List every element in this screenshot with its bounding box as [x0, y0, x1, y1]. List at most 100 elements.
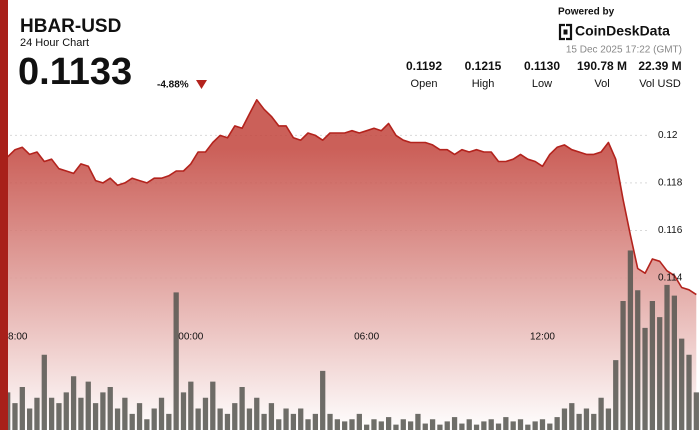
volume-bar [254, 397, 260, 430]
volume-bar [649, 301, 656, 430]
volume-bar [473, 424, 480, 430]
volume-bar [539, 419, 546, 430]
volume-bar [679, 338, 685, 430]
volume-bar [27, 408, 33, 430]
volume-bar [503, 417, 509, 430]
x-tick-label: 12:00 [530, 332, 555, 343]
volume-bar [451, 417, 458, 430]
change: -4.88% [157, 80, 189, 91]
stat-label: Vol USD [639, 78, 681, 90]
volume-bar [627, 250, 634, 430]
volume-bar [466, 419, 472, 430]
volume-bar [488, 419, 494, 430]
volume-bar [92, 403, 99, 430]
volume-bar [576, 413, 582, 430]
volume-bar [19, 387, 25, 430]
y-tick-label: 0.12 [658, 130, 678, 141]
volume-bar [356, 413, 362, 430]
volume-bar [114, 408, 121, 430]
volume-bar [78, 397, 84, 430]
volume-bar [276, 419, 282, 430]
stat-value: 0.1215 [465, 59, 502, 73]
powered-by: Powered by [558, 7, 615, 18]
volume-bar [129, 413, 135, 430]
volume-bar [598, 397, 604, 430]
volume-bar [459, 423, 465, 430]
volume-bar [85, 381, 91, 430]
volume-bar [290, 413, 297, 430]
y-tick-label: 0.114 [658, 273, 683, 284]
volume-bar [517, 419, 524, 430]
volume-bar [63, 392, 69, 430]
volume-bar [327, 413, 333, 430]
volume-bar [305, 419, 311, 430]
volume-bar [239, 387, 245, 430]
plot-area: 0.114 0.116 0.118 0.12 18:00 00:00 06:00 12:00 [2, 99, 699, 430]
volume-bar [642, 327, 648, 430]
price-line [7, 99, 697, 296]
volume-bar [569, 403, 575, 430]
volume-bar [422, 423, 428, 430]
volume-bar [70, 376, 77, 430]
volume-bar [261, 413, 267, 430]
title: HBAR-USD [20, 16, 121, 37]
volume-bar [364, 424, 370, 430]
volume-bar [232, 403, 238, 430]
volume-bar [664, 284, 670, 430]
volume-bar [444, 421, 450, 430]
volume-bar [122, 397, 128, 430]
volume-bar [100, 392, 106, 430]
volume-bar [312, 413, 319, 430]
volume-bar [671, 295, 677, 430]
volume-bar [342, 421, 348, 430]
volume-bar [613, 360, 619, 430]
volume-bar [437, 424, 443, 430]
volume-bar [400, 419, 406, 430]
y-tick-label: 0.116 [658, 225, 683, 236]
volume-bar [635, 290, 641, 430]
timestamp: 15 Dec 2025 17:22 (GMT) [566, 45, 682, 56]
volume-bar [554, 417, 560, 430]
volume-bar [385, 417, 392, 430]
volume-bar [532, 421, 538, 430]
volume-bar [510, 421, 516, 430]
volume-bar [525, 424, 531, 430]
down-arrow [196, 80, 207, 89]
volume-bar [210, 381, 216, 430]
volume-bar [378, 421, 384, 430]
stat-label: Open [411, 78, 438, 90]
volume-bar [107, 387, 113, 430]
volume-bar [180, 392, 187, 430]
price-area [7, 99, 697, 430]
volume-bar [334, 419, 340, 430]
volume-bar [173, 292, 179, 430]
x-tick-label: 00:00 [178, 332, 203, 343]
stat-label: High [472, 78, 495, 90]
volume-bar [620, 301, 626, 430]
volume-bar [429, 419, 436, 430]
volume-bar [136, 403, 143, 430]
logo-icon [558, 23, 573, 41]
stat-value: 190.78 M [577, 59, 627, 73]
volume-bar [591, 413, 597, 430]
stats: 0.1192 Open 0.1215 High 0.1130 Low 190.78 M Vol… [406, 59, 682, 90]
volume-bar [202, 397, 209, 430]
volume-bar [188, 381, 194, 430]
volume-bar [415, 413, 421, 430]
stat-label: Low [532, 78, 552, 90]
volume-bar [144, 419, 150, 430]
volume-bar [495, 423, 502, 430]
volume-bar [547, 423, 553, 430]
volume-bar [12, 403, 18, 430]
x-tick-label: 06:00 [354, 332, 379, 343]
volume-bar [246, 408, 253, 430]
volume-bar [283, 408, 289, 430]
volume-bar [166, 413, 172, 430]
volume-bar [693, 392, 699, 430]
volume-bar [217, 408, 223, 430]
volume-bar [686, 354, 692, 430]
volume-bar [298, 408, 304, 430]
volume-bar [320, 370, 326, 430]
volume-bar [349, 419, 355, 430]
